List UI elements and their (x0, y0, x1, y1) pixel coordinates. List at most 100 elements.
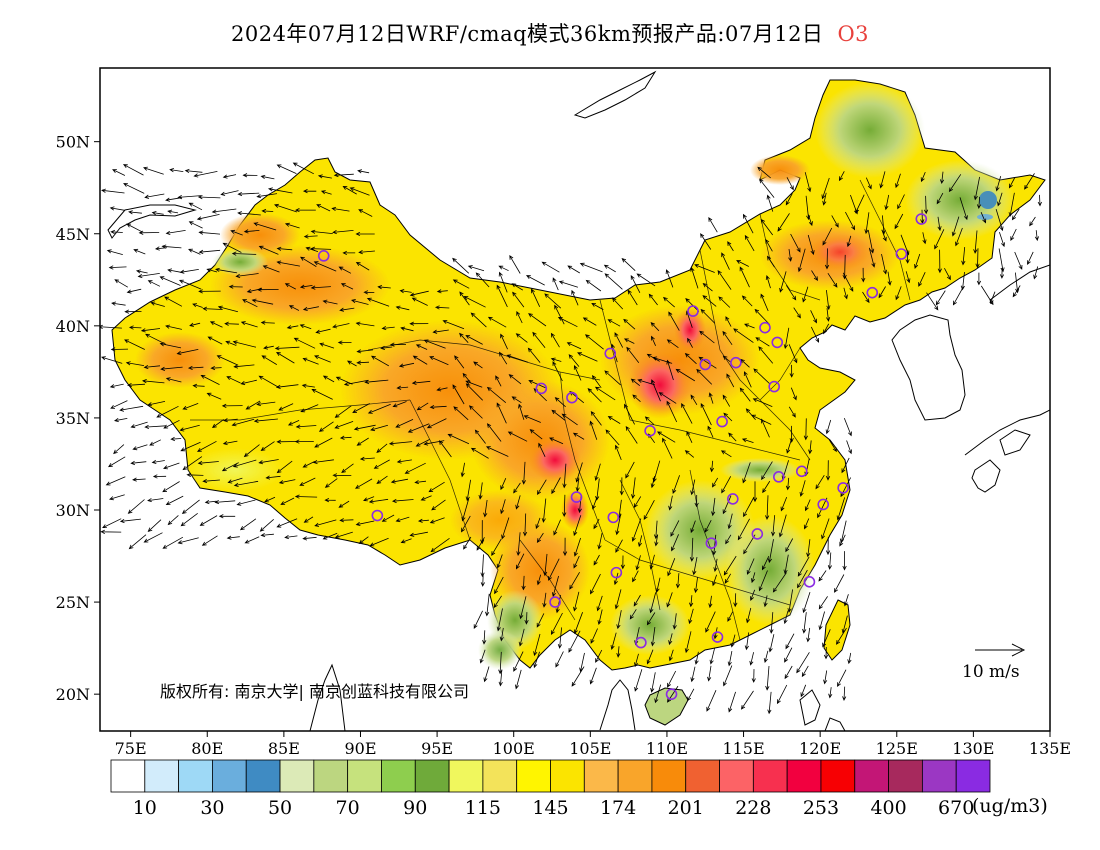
wind-arrow (165, 230, 186, 235)
wind-arrow (179, 269, 199, 274)
wind-arrow (797, 248, 806, 273)
wind-arrow (643, 500, 655, 520)
wind-arrow (607, 319, 621, 327)
wind-arrow (818, 596, 828, 610)
wind-arrow (614, 589, 622, 610)
wind-arrow (407, 423, 430, 433)
wind-arrow (170, 436, 182, 442)
wind-arrow (801, 665, 809, 678)
wind-arrow (631, 518, 642, 542)
wind-arrow (356, 360, 370, 365)
wind-arrow (811, 270, 818, 281)
wind-arrow (842, 254, 847, 280)
station-marker (699, 358, 712, 371)
wind-arrow (1008, 192, 1015, 218)
colorbar-label: 228 (735, 797, 771, 819)
wind-arrow (550, 612, 563, 636)
wind-arrow (206, 268, 218, 273)
wind-arrow (396, 459, 412, 464)
wind-arrow (201, 535, 218, 546)
wind-arrow (772, 572, 787, 593)
wind-arrow (587, 388, 602, 403)
wind-arrow (124, 309, 142, 314)
wind-arrow (536, 613, 545, 628)
wind-arrow (108, 456, 126, 468)
wind-arrow (1024, 173, 1035, 190)
wind-arrow (108, 265, 127, 270)
wind-arrow (302, 189, 317, 194)
wind-arrow (162, 536, 184, 549)
wind-arrow (763, 650, 769, 663)
wind-arrow (358, 536, 369, 545)
wind-arrow (658, 392, 677, 404)
wind-arrow (496, 284, 508, 308)
wind-arrow (778, 514, 787, 538)
wind-arrow (147, 498, 164, 503)
wind-arrow (388, 441, 413, 446)
wind-arrow (239, 518, 257, 531)
station-marker (705, 537, 718, 549)
wind-arrow (260, 532, 274, 538)
wind-arrow (476, 537, 485, 551)
wind-arrow (100, 324, 122, 329)
wind-arrow (590, 410, 602, 426)
station-marker (803, 576, 816, 588)
wind-legend: 10 m/s (962, 643, 1026, 682)
wind-arrow (865, 177, 872, 190)
wind-arrow (524, 612, 529, 625)
wind-arrow (667, 558, 676, 577)
colorbar-swatch (448, 759, 484, 793)
wind-arrow (399, 289, 412, 294)
wind-arrow (843, 417, 852, 437)
wind-arrow (687, 337, 693, 348)
wind-arrow (284, 283, 296, 290)
wind-arrow (426, 418, 447, 429)
wind-arrow (342, 250, 356, 256)
wind-arrow (951, 216, 960, 237)
wind-arrow (188, 221, 203, 229)
wind-arrow (516, 532, 521, 557)
wind-arrow (438, 440, 452, 458)
wind-arrow (123, 183, 145, 194)
wind-arrow (845, 211, 856, 231)
wind-arrow (165, 377, 182, 383)
station-marker (771, 336, 784, 349)
wind-arrow (672, 475, 680, 494)
wind-arrow (506, 354, 529, 363)
wind-arrow (842, 686, 847, 702)
lon-label: 135E (1029, 739, 1071, 758)
wind-arrow (128, 210, 142, 215)
wind-arrow (1015, 272, 1020, 294)
wind-arrow (920, 171, 926, 183)
wind-arrow (553, 519, 561, 536)
wind-arrow (884, 194, 890, 211)
wind-arrow (761, 418, 770, 438)
wind-arrow (436, 387, 448, 392)
station-marker (644, 425, 656, 437)
wind-arrow (615, 513, 622, 536)
wind-arrow (733, 593, 738, 608)
wind-arrow (542, 592, 547, 608)
wind-arrow (358, 250, 375, 255)
wind-arrow (788, 406, 796, 418)
wind-arrow (337, 340, 352, 345)
wind-arrow (785, 538, 794, 553)
wind-arrow (357, 169, 370, 174)
wind-arrow (163, 419, 180, 429)
wind-arrow (568, 354, 580, 367)
colorbar-swatch (888, 759, 923, 793)
wind-arrow (196, 440, 217, 452)
wind-arrow (231, 418, 255, 427)
colorbar-label: 90 (403, 797, 427, 819)
wind-arrow (339, 307, 355, 312)
wind-arrow (825, 537, 831, 556)
wind-arrow (498, 669, 503, 687)
wind-arrow (274, 203, 298, 213)
colorbar-swatch (651, 759, 687, 793)
wind-arrow (582, 317, 597, 326)
wind-arrow (508, 374, 522, 385)
wind-arrow (251, 298, 274, 305)
wind-arrow (616, 610, 622, 630)
wind-arrow (684, 631, 692, 654)
wind-arrow (708, 217, 718, 233)
